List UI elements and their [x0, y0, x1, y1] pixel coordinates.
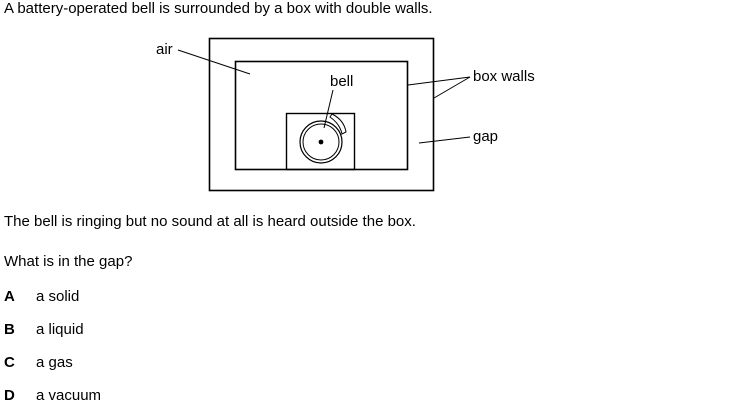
label-gap: gap — [473, 128, 498, 145]
leader-bell — [323, 89, 334, 129]
option-letter: B — [4, 321, 15, 338]
label-air: air — [156, 41, 173, 58]
prompt-text: What is in the gap? — [4, 253, 133, 270]
option-letter: C — [4, 354, 15, 371]
inner-box-wall — [234, 60, 409, 171]
statement-text: The bell is ringing but no sound at all … — [4, 213, 416, 230]
intro-text: A battery-operated bell is surrounded by… — [4, 0, 433, 17]
bell-housing — [285, 112, 356, 171]
option-letter: D — [4, 387, 15, 404]
leader-box-walls-inner — [407, 76, 471, 86]
option-text: a gas — [36, 354, 73, 371]
option-text: a vacuum — [36, 387, 102, 404]
option-letter: A — [4, 288, 15, 305]
leader-air — [177, 49, 251, 75]
bell-box-diagram: air bell box walls gap — [156, 37, 535, 192]
label-bell: bell — [330, 73, 353, 90]
bell-inner-ring — [302, 123, 340, 161]
outer-box-wall — [208, 37, 435, 192]
bell-centre-dot — [318, 139, 324, 145]
bell-hammer — [329, 113, 347, 135]
leader-box-walls-outer — [433, 76, 471, 99]
leader-gap — [418, 136, 471, 144]
option-text: a solid — [36, 288, 80, 305]
label-box-walls: box walls — [473, 68, 535, 85]
option-text: a liquid — [36, 321, 84, 338]
bell-outer-ring — [299, 120, 343, 164]
